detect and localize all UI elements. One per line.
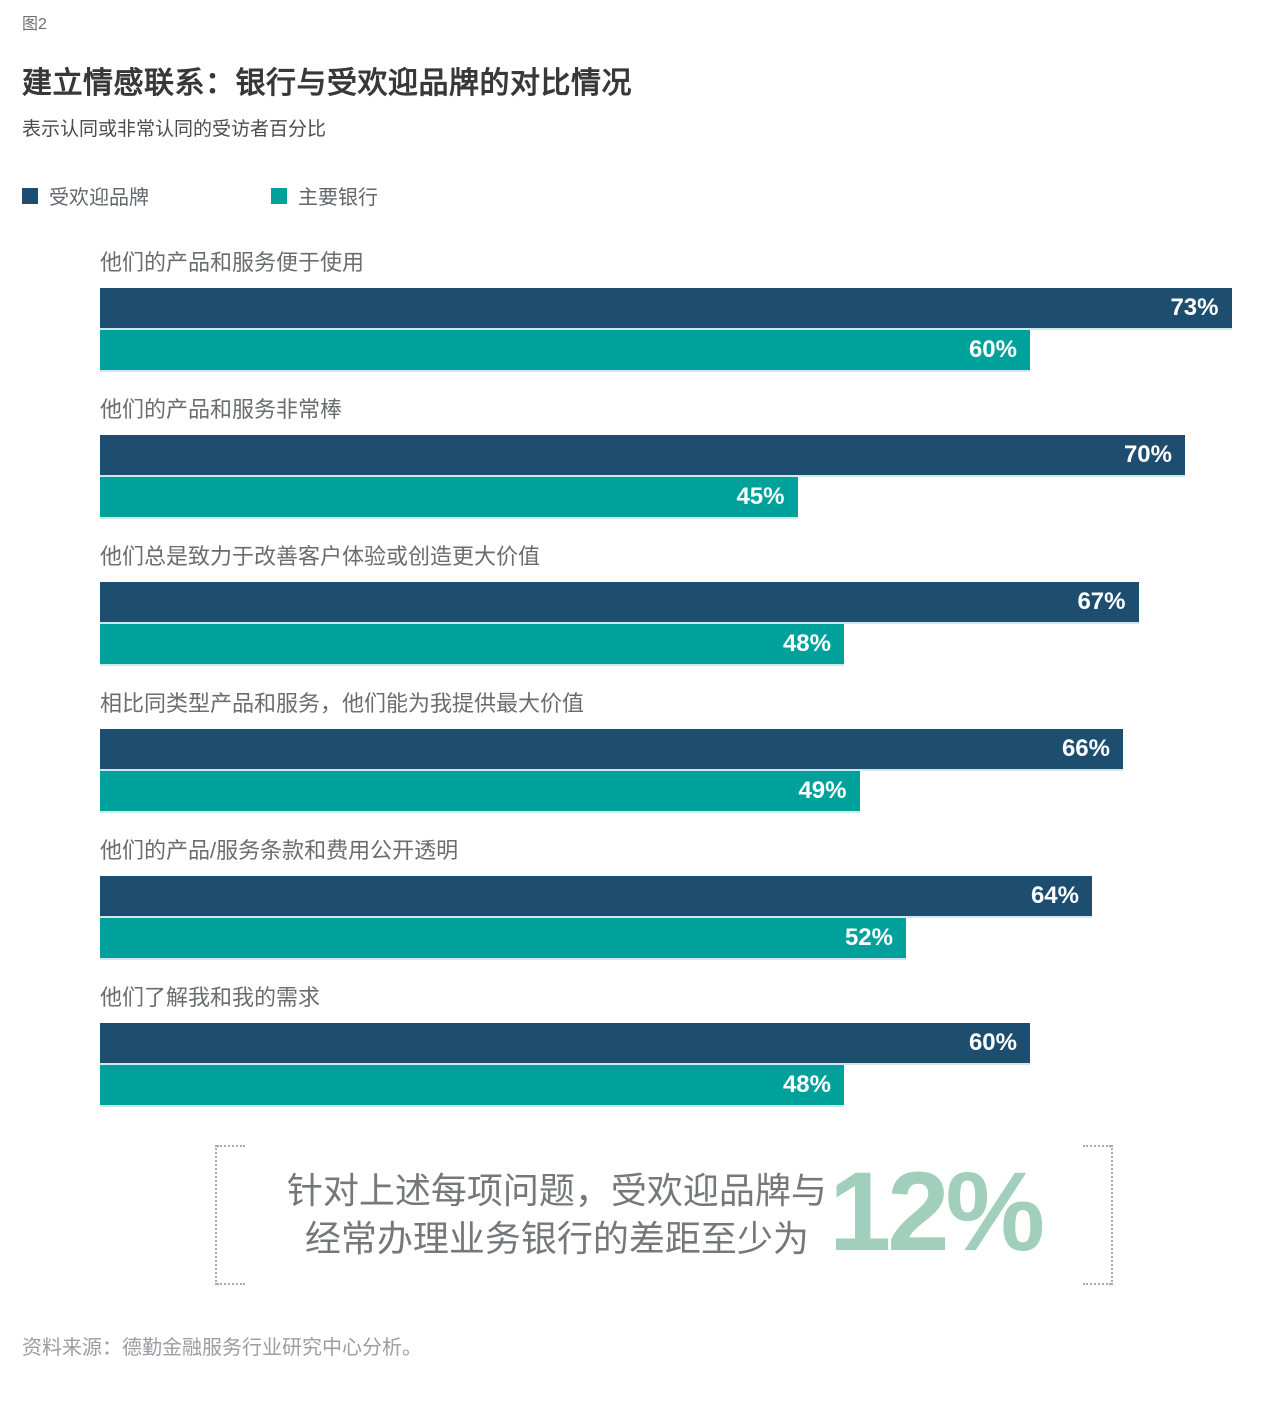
bar-popular-brand: 66%: [100, 729, 1123, 771]
legend-swatch-popular-brand: [22, 187, 38, 204]
callout-line-1: 针对上述每项问题，受欢迎品牌与: [286, 1170, 827, 1212]
bar-value-label: 60%: [968, 336, 1017, 363]
category-label: 他们的产品和服务便于使用: [100, 250, 365, 275]
legend: 受欢迎品牌 主要银行: [22, 181, 1246, 210]
bar-value-label: 49%: [798, 777, 847, 804]
legend-label: 主要银行: [298, 187, 378, 209]
category-label: 他们的产品和服务非常棒: [100, 397, 343, 422]
bar-group: 他们总是致力于改善客户体验或创造更大价值 67% 48%: [100, 544, 1246, 666]
chart-subtitle: 表示认同或非常认同的受访者百分比: [22, 119, 327, 140]
callout-box: 针对上述每项问题，受欢迎品牌与 经常办理业务银行的差距至少为 12%: [215, 1145, 1113, 1285]
bar-value-label: 67%: [1077, 588, 1126, 615]
bar-value-label: 52%: [844, 924, 893, 951]
bar-primary-bank: 48%: [100, 624, 844, 666]
bar-primary-bank: 48%: [100, 1065, 844, 1107]
bar-primary-bank: 45%: [100, 477, 798, 519]
source-note: 资料来源：德勤金融服务行业研究中心分析。: [22, 1337, 422, 1359]
callout-corner-tick: [1083, 1145, 1111, 1147]
bar-primary-bank: 52%: [100, 918, 906, 960]
callout-text: 针对上述每项问题，受欢迎品牌与 经常办理业务银行的差距至少为: [287, 1167, 827, 1262]
chart-title: 建立情感联系：银行与受欢迎品牌的对比情况: [22, 67, 632, 100]
bar-value-label: 73%: [1170, 294, 1219, 321]
legend-item-primary-bank: 主要银行: [271, 181, 378, 210]
callout-line-2: 经常办理业务银行的差距至少为: [304, 1218, 809, 1259]
bar-popular-brand: 60%: [100, 1023, 1030, 1065]
callout-corner-tick: [217, 1145, 245, 1147]
category-label: 他们总是致力于改善客户体验或创造更大价值: [100, 544, 541, 569]
bar-chart: 他们的产品和服务便于使用 73% 60% 他们的产品和服务非常棒 70% 45% 他们总是致…: [100, 250, 1246, 1107]
bar-group: 他们的产品和服务便于使用 73% 60%: [100, 250, 1246, 372]
bar-value-label: 60%: [968, 1029, 1017, 1056]
bar-popular-brand: 73%: [100, 288, 1232, 330]
bar-primary-bank: 60%: [100, 330, 1030, 372]
figure-page: 图2 建立情感联系：银行与受欢迎品牌的对比情况 表示认同或非常认同的受访者百分比…: [22, 16, 1246, 1359]
callout-corner-tick: [1083, 1283, 1111, 1285]
bar-group: 他们了解我和我的需求 60% 48%: [100, 985, 1246, 1107]
category-label: 相比同类型产品和服务，他们能为我提供最大价值: [100, 691, 585, 716]
callout-highlight-value: 12%: [828, 1148, 1045, 1274]
bar-value-label: 45%: [736, 483, 785, 510]
legend-item-popular-brand: 受欢迎品牌: [22, 181, 149, 210]
legend-swatch-primary-bank: [271, 187, 287, 204]
bar-popular-brand: 70%: [100, 435, 1185, 477]
bar-value-label: 66%: [1061, 735, 1110, 762]
bar-group: 他们的产品和服务非常棒 70% 45%: [100, 397, 1246, 519]
category-label: 他们的产品/服务条款和费用公开透明: [100, 838, 459, 863]
bar-popular-brand: 64%: [100, 876, 1092, 918]
bar-value-label: 48%: [782, 1071, 831, 1098]
bar-value-label: 64%: [1030, 882, 1079, 909]
bar-popular-brand: 67%: [100, 582, 1139, 624]
bar-group: 他们的产品/服务条款和费用公开透明 64% 52%: [100, 838, 1246, 960]
legend-label: 受欢迎品牌: [49, 187, 149, 209]
bar-primary-bank: 49%: [100, 771, 860, 813]
category-label: 他们了解我和我的需求: [100, 985, 321, 1010]
bar-value-label: 48%: [782, 630, 831, 657]
bar-value-label: 70%: [1123, 441, 1172, 468]
bar-group: 相比同类型产品和服务，他们能为我提供最大价值 66% 49%: [100, 691, 1246, 813]
callout-corner-tick: [217, 1283, 245, 1285]
figure-number: 图2: [22, 16, 47, 33]
